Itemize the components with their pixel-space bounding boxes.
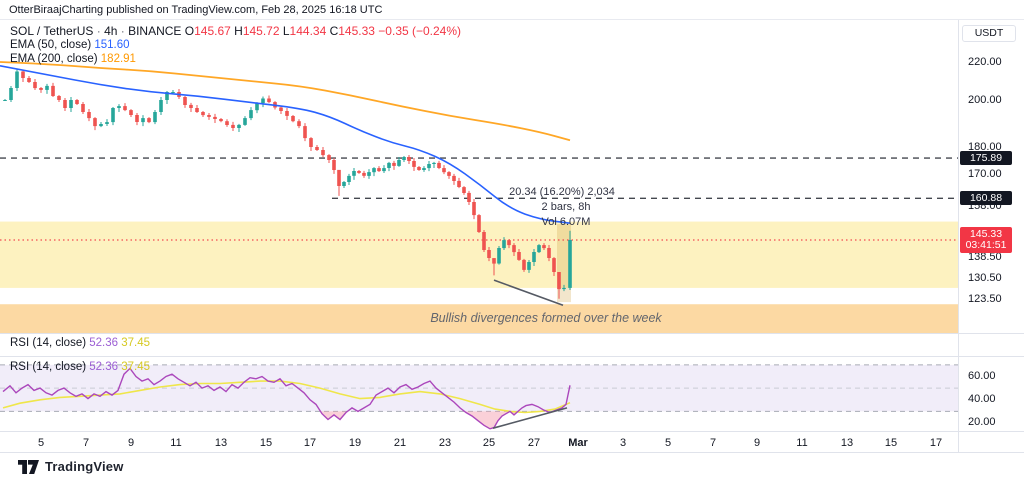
zone-note-text: Bullish divergences formed over the week [430, 311, 662, 325]
measure-range-label: 20.34 (16.20%) 2,034 [509, 186, 615, 198]
rsi-value: 52.36 [89, 361, 119, 373]
time-axis-tick: 7 [709, 437, 717, 449]
rsi-legend-inner: RSI (14, close) 52.36 37.45 [10, 361, 150, 373]
time-axis-tick: 13 [840, 437, 854, 449]
separator-dot: · [117, 24, 129, 38]
tradingview-branding[interactable]: TradingView [18, 459, 124, 474]
separator-dot: · [96, 24, 105, 38]
ohlc-key: H [230, 24, 243, 38]
time-axis-tick: 23 [438, 437, 452, 449]
ema200-value: 182.91 [100, 53, 136, 65]
time-axis-tick: 5 [664, 437, 672, 449]
time-axis-tick: 7 [82, 437, 90, 449]
exchange-label[interactable]: BINANCE [128, 24, 182, 38]
ema200-row: EMA (200, close) 182.91 [10, 52, 461, 66]
rsi-ma-value: 37.45 [121, 337, 151, 349]
time-axis-tick: 5 [37, 437, 45, 449]
time-axis-tick: 19 [348, 437, 362, 449]
ohlc-key: O [184, 24, 195, 38]
time-axis-tick: 21 [393, 437, 407, 449]
change-value: −0.35 (−0.24%) [378, 24, 462, 38]
time-axis-tick: 13 [214, 437, 228, 449]
ema50-line [0, 65, 571, 224]
tradingview-logo-icon [18, 459, 39, 474]
time-axis-tick: 11 [796, 437, 808, 449]
time-axis-tick: 15 [259, 437, 273, 449]
rsi-value: 52.36 [89, 337, 119, 349]
ema50-row: EMA (50, close) 151.60 [10, 38, 461, 52]
last-price-badge: 145.33 03:41:51 [960, 227, 1012, 253]
rsi-divergence-trendline[interactable] [492, 407, 568, 429]
measure-bars-label: 2 bars, 8h [541, 201, 591, 213]
price-axis-tick: 170.00 [968, 168, 1002, 180]
rsi-oversold-fill [320, 411, 348, 420]
time-axis-tick: 9 [753, 437, 761, 449]
time-axis-tick: Mar [568, 437, 588, 449]
rsi-oversold-fill [464, 411, 510, 429]
time-axis-tick: 17 [303, 437, 317, 449]
ohlc-value: 145.72 [242, 24, 280, 38]
level-price-badge: 160.88 [960, 191, 1012, 205]
price-axis-tick: 123.50 [968, 293, 1002, 305]
pane-separator[interactable] [0, 333, 1024, 334]
price-axis-tick: 138.50 [968, 251, 1002, 263]
ohlc-key: L [279, 24, 290, 38]
symbol-title[interactable]: SOL / TetherUS [10, 24, 94, 38]
time-axis-tick: 17 [929, 437, 943, 449]
level-price-badge: 175.89 [960, 151, 1012, 165]
rsi-ma-value: 37.45 [121, 361, 151, 373]
symbol-row: SOL / TetherUS · 4h · BINANCE O145.67 H1… [10, 24, 461, 38]
rsi-pane-top-border [0, 356, 1024, 357]
time-axis-tick: 15 [884, 437, 898, 449]
rsi-legend-outer: RSI (14, close) 52.36 37.45 [10, 337, 150, 349]
ema200-label[interactable]: EMA (200, close) [10, 53, 98, 65]
last-price-value: 145.33 [969, 228, 1003, 240]
time-axis-tick: 3 [619, 437, 627, 449]
chart-legend: SOL / TetherUS · 4h · BINANCE O145.67 H1… [10, 24, 461, 66]
ema200-line [0, 61, 571, 142]
rsi-ma-line [2, 380, 571, 414]
rsi-legend-label[interactable]: RSI (14, close) [10, 361, 87, 373]
chart-bottom-border [0, 452, 1024, 453]
ohlc-key: C [326, 24, 339, 38]
rsi-axis-tick: 20.00 [968, 416, 996, 428]
note-zone [0, 304, 958, 333]
ohlc-value: 145.33 [338, 24, 375, 38]
candlestick-series[interactable] [3, 68, 572, 299]
time-axis-tick: 27 [527, 437, 541, 449]
ema50-label[interactable]: EMA (50, close) [10, 39, 92, 51]
time-axis-tick: 25 [482, 437, 496, 449]
ema50-value: 151.60 [94, 39, 130, 51]
publish-info-text: OtterBiraajCharting published on Trading… [9, 4, 383, 16]
price-divergence-trendline[interactable] [493, 279, 564, 307]
price-axis-tick: 220.00 [968, 56, 1002, 68]
rsi-axis-tick: 60.00 [968, 370, 996, 382]
ohlc-value: 145.67 [194, 24, 231, 38]
rsi-legend-label[interactable]: RSI (14, close) [10, 337, 87, 349]
bar-countdown: 03:41:51 [965, 239, 1007, 251]
time-axis-tick: 9 [127, 437, 135, 449]
ohlc-values: O145.67 H145.72 L144.34 C145.33 [185, 24, 375, 38]
price-axis-tick: 130.50 [968, 272, 1002, 284]
time-axis-border [0, 431, 1024, 432]
tradingview-logo-text: TradingView [45, 459, 124, 474]
ohlc-value: 144.34 [289, 24, 327, 38]
price-axis-border [958, 20, 959, 452]
price-axis-tick: 180.00 [968, 141, 1002, 153]
rsi-axis-tick: 40.00 [968, 393, 996, 405]
interval-label[interactable]: 4h [104, 24, 118, 38]
price-axis-tick: 200.00 [968, 94, 1002, 106]
currency-toggle-button[interactable]: USDT [962, 25, 1016, 42]
rsi-line [2, 367, 571, 430]
publish-info-bar: OtterBiraajCharting published on Trading… [0, 0, 1024, 20]
time-axis-tick: 11 [170, 437, 182, 449]
measure-volume-label: Vol 6.07M [541, 216, 591, 228]
